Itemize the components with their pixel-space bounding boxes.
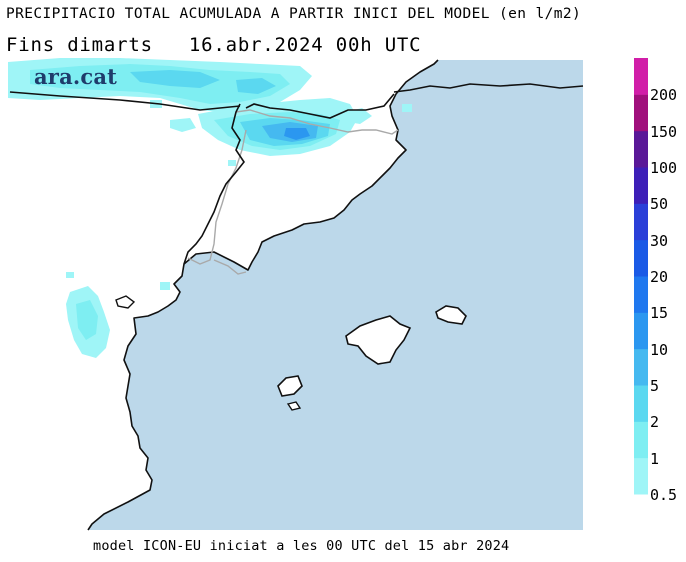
legend-swatch xyxy=(634,130,648,168)
legend-colorbar xyxy=(634,58,648,495)
legend-label: 100 xyxy=(650,159,678,177)
menorca-island xyxy=(435,305,467,325)
national-border xyxy=(183,93,395,265)
legend-swatch xyxy=(634,421,648,459)
model-run-info: model ICON-EU iniciat a les 00 UTC del 1… xyxy=(93,538,510,554)
legend-label: 2 xyxy=(650,413,660,432)
forecast-period: Fins dimarts xyxy=(6,34,153,56)
legend-label: 5 xyxy=(650,377,660,395)
legend-swatch xyxy=(634,94,648,132)
legend-swatch xyxy=(634,312,648,350)
legend-swatch xyxy=(634,58,648,95)
legend-swatch xyxy=(634,348,648,386)
legend-swatch xyxy=(634,276,648,313)
ara-cat-logo: ara.cat xyxy=(34,64,118,89)
albufera-lake xyxy=(115,295,136,309)
legend-label: 1 xyxy=(650,449,660,468)
forecast-date: 16.abr.2024 00h UTC xyxy=(188,34,422,56)
legend-label: 15 xyxy=(650,304,669,323)
french-coastline xyxy=(393,83,584,93)
political-borders xyxy=(187,109,399,275)
eivissa-island xyxy=(277,375,303,397)
legend-swatch xyxy=(634,239,648,277)
sea-area xyxy=(88,60,583,530)
legend-label: 150 xyxy=(650,122,678,141)
legend-label: 20 xyxy=(650,268,669,286)
map-title: PRECIPITACIO TOTAL ACUMULADA A PARTIR IN… xyxy=(6,6,582,22)
legend-swatch xyxy=(634,203,648,241)
legend-swatch xyxy=(634,167,648,204)
legend-swatch xyxy=(634,457,648,495)
mallorca-island xyxy=(345,315,412,365)
coastline xyxy=(87,59,439,531)
legend-swatch xyxy=(634,385,648,422)
legend-label: 0.5 xyxy=(650,486,678,504)
legend-label: 200 xyxy=(650,86,678,105)
forecast-valid-time: Fins dimarts 16.abr.2024 00h UTC xyxy=(6,34,421,56)
pyrenees-border xyxy=(9,91,241,111)
legend-label: 50 xyxy=(650,195,669,214)
formentera-island xyxy=(286,401,302,411)
legend-label: 30 xyxy=(650,231,669,250)
precipitation-shading xyxy=(8,58,412,358)
legend-label: 10 xyxy=(650,340,669,359)
